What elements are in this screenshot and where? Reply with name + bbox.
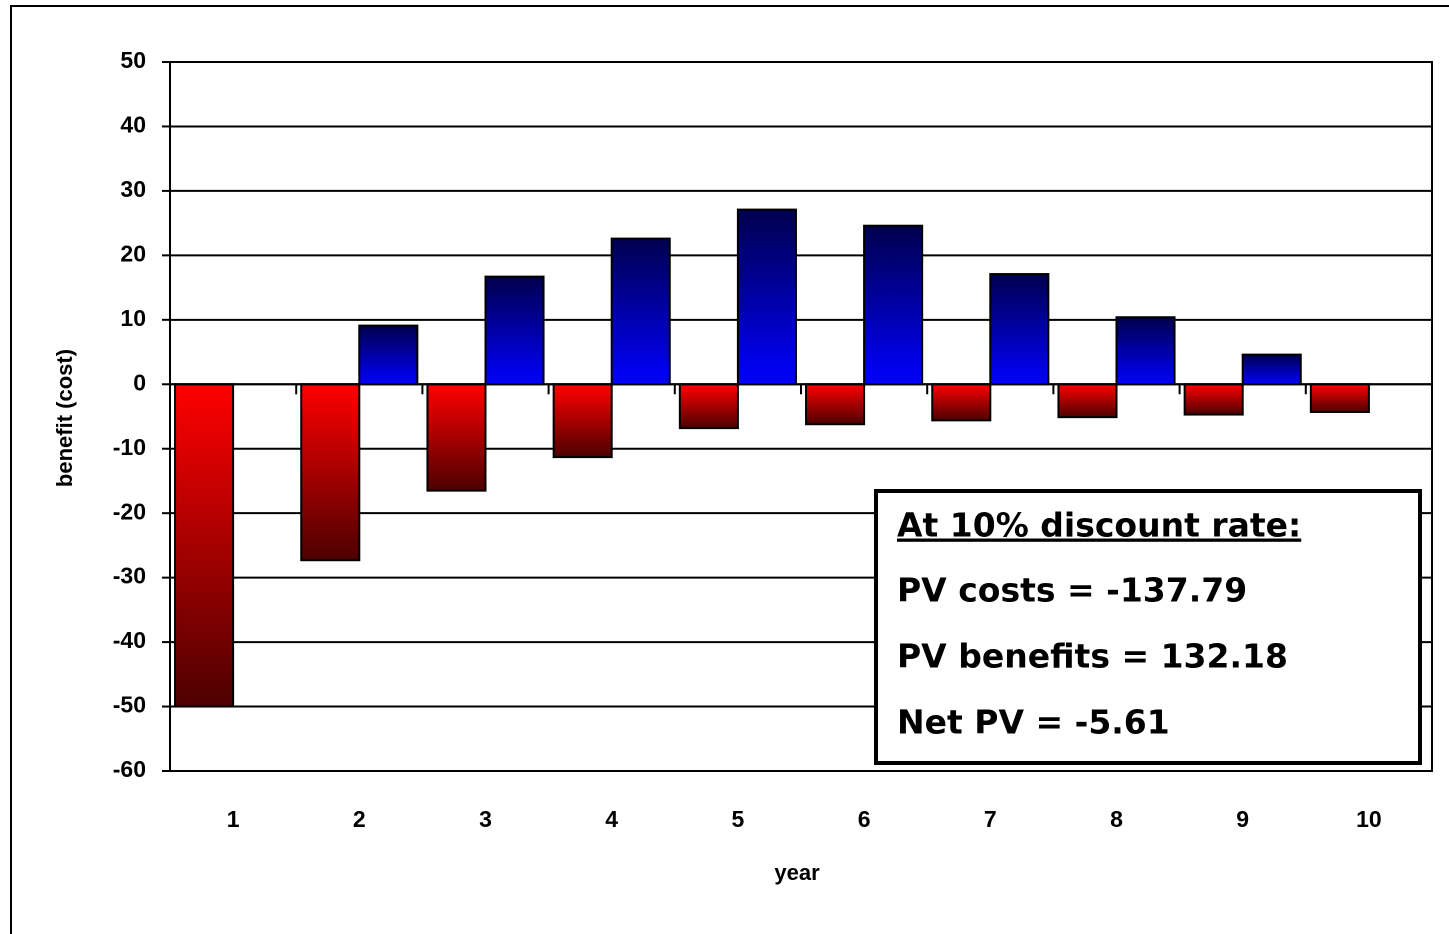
bar	[426, 383, 487, 492]
y-tick-label: -60	[113, 756, 146, 782]
annotation-text: PV costs = -137.79	[897, 571, 1247, 610]
y-tick-label: 0	[133, 369, 146, 395]
annotation-text: PV benefits = 132.18	[897, 637, 1288, 676]
bar	[863, 224, 924, 386]
y-tick-label: 30	[120, 176, 146, 202]
bar	[1057, 383, 1118, 419]
bar	[931, 383, 992, 422]
x-tick-label: 3	[479, 806, 492, 832]
bar	[1115, 316, 1176, 386]
bar	[552, 383, 613, 459]
bar	[358, 324, 419, 386]
y-tick-label: 50	[120, 47, 146, 73]
bar	[805, 383, 866, 426]
bar	[610, 237, 671, 386]
x-axis-title: year	[774, 860, 820, 885]
annotation-text: Net PV = -5.61	[897, 703, 1170, 742]
x-tick-label: 9	[1236, 806, 1249, 832]
x-tick-label: 10	[1356, 806, 1382, 832]
y-tick-label: 40	[120, 112, 146, 138]
x-tick-label: 6	[858, 806, 871, 832]
x-tick-label: 2	[353, 806, 366, 832]
bar	[736, 208, 797, 386]
bar	[174, 383, 235, 708]
bar	[1183, 383, 1244, 416]
bar	[989, 273, 1050, 386]
y-tick-label: -40	[113, 627, 146, 653]
x-tick-label: 7	[984, 806, 997, 832]
annotation-box	[874, 489, 1422, 765]
y-tick-label: 10	[120, 305, 146, 331]
x-tick-label: 8	[1110, 806, 1123, 832]
bar	[1241, 353, 1302, 386]
bar	[484, 275, 545, 386]
x-tick-label: 5	[732, 806, 745, 832]
annotation-text: At 10% discount rate:	[897, 506, 1301, 545]
plot-frame	[169, 61, 1433, 772]
x-tick-label: 4	[605, 806, 618, 832]
y-tick-label: -30	[113, 563, 146, 589]
y-tick-label: -20	[113, 498, 146, 524]
y-tick-label: -10	[113, 434, 146, 460]
y-tick-label: -50	[113, 692, 146, 718]
y-axis-title: benefit (cost)	[52, 349, 77, 487]
bar	[300, 383, 361, 562]
outer-frame	[10, 5, 1449, 934]
x-tick-label: 1	[227, 806, 240, 832]
y-tick-label: 20	[120, 240, 146, 266]
bar	[678, 383, 739, 430]
bar	[1309, 383, 1370, 413]
